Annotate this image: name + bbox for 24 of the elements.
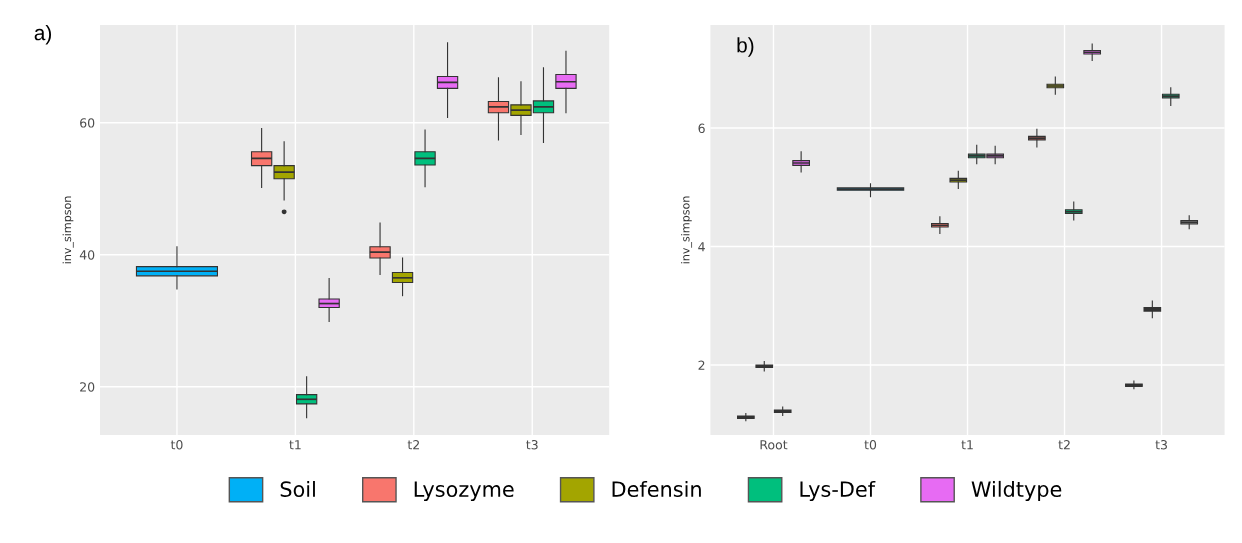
y-tick-label: 60 — [80, 118, 95, 128]
x-tick-label: t2 — [1058, 440, 1070, 450]
y-tick-label: 40 — [79, 250, 95, 260]
legend-label: Defensin — [612, 480, 701, 498]
y-axis-title: inv_simpson — [62, 196, 74, 264]
x-tick-label: t1 — [289, 440, 301, 450]
y-tick-label: 6 — [698, 123, 705, 133]
x-tick-label: t3 — [1155, 440, 1167, 450]
legend-label: Wildtype — [971, 480, 1062, 502]
y-axis-title: inv_simpson — [680, 196, 693, 264]
x-tick-label: t3 — [526, 440, 538, 450]
x-tick-label: t0 — [170, 440, 183, 450]
x-tick-label: t0 — [864, 440, 877, 450]
x-tick-label: t1 — [961, 440, 973, 450]
legend-label: Soil — [280, 480, 315, 498]
y-tick-label: 2 — [698, 360, 705, 370]
x-tick-label: Root — [760, 440, 788, 450]
y-tick-label: 4 — [698, 242, 705, 252]
legend-label: Lysozyme — [414, 481, 514, 502]
x-tick-label: t2 — [407, 440, 419, 450]
legend-label: Lys-Def — [800, 480, 876, 502]
text: a) — [34, 24, 52, 45]
y-tick-label: 20 — [80, 382, 95, 392]
annotation: b) — [737, 37, 754, 57]
